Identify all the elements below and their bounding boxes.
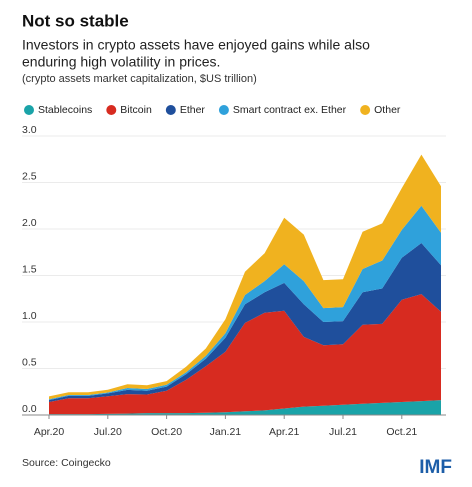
legend-item: Ether — [165, 104, 206, 116]
legend-label: Bitcoin — [120, 104, 152, 116]
area — [49, 400, 441, 415]
area — [49, 154, 441, 400]
legend-swatch — [360, 105, 371, 115]
legend-swatch — [24, 105, 34, 115]
legend-label: Smart contract ex. Ether — [233, 104, 347, 116]
x-tick-label: Oct.20 — [151, 426, 182, 438]
x-tick-label: Jul.20 — [94, 426, 122, 438]
y-tick-label: 3.0 — [22, 124, 37, 136]
legend-item: Smart contract ex. Ether — [218, 104, 347, 116]
y-tick-label: 0.5 — [22, 356, 37, 368]
legend-swatch — [165, 105, 176, 115]
y-tick-label: 2.5 — [22, 170, 37, 182]
legend-label: Ether — [180, 104, 206, 116]
x-tick-label: Oct.21 — [386, 426, 417, 438]
y-tick-label: 2.0 — [22, 217, 37, 229]
x-tick-label: Jan.21 — [210, 426, 242, 438]
chart-subtitle: enduring high volatility in prices. — [22, 54, 220, 70]
legend-swatch — [106, 105, 117, 115]
x-tick-label: Apr.21 — [269, 426, 300, 438]
legend-item: Other — [360, 104, 401, 116]
legend-swatch — [218, 105, 229, 115]
area — [49, 294, 441, 415]
x-tick-label: Apr.20 — [34, 426, 65, 438]
chart-subtitle: Investors in crypto assets have enjoyed … — [22, 37, 370, 53]
legend-label: Other — [374, 104, 401, 116]
chart-title: Not so stable — [22, 11, 129, 30]
chart-note: (crypto assets market capitalization, $U… — [22, 73, 257, 85]
y-tick-label: 1.0 — [22, 310, 37, 322]
source: Source: Coingecko — [22, 457, 111, 469]
legend-item: Bitcoin — [106, 104, 152, 116]
area — [49, 243, 441, 402]
legend-label: Stablecoins — [38, 104, 92, 116]
y-tick-label: 1.5 — [22, 263, 37, 275]
legend-item: Stablecoins — [24, 104, 92, 116]
x-tick-label: Jul.21 — [329, 426, 357, 438]
y-tick-label: 0.0 — [22, 403, 37, 415]
area — [49, 205, 441, 401]
logo: IMF — [419, 457, 452, 478]
